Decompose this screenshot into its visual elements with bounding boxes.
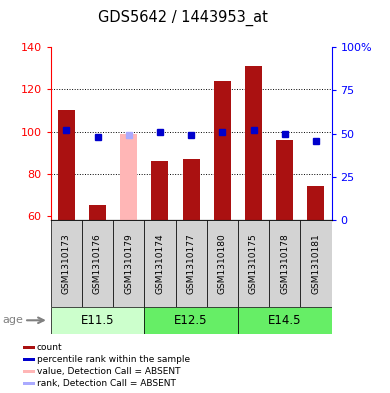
Text: GSM1310175: GSM1310175	[249, 233, 258, 294]
Bar	[176, 220, 207, 307]
Text: GSM1310174: GSM1310174	[155, 233, 165, 294]
Bar	[245, 66, 262, 220]
Text: count: count	[37, 343, 63, 352]
Text: GSM1310179: GSM1310179	[124, 233, 133, 294]
Bar	[23, 370, 35, 373]
Bar	[144, 220, 176, 307]
Text: GDS5642 / 1443953_at: GDS5642 / 1443953_at	[98, 10, 268, 26]
Bar	[214, 81, 231, 220]
Text: GSM1310176: GSM1310176	[93, 233, 102, 294]
Text: rank, Detection Call = ABSENT: rank, Detection Call = ABSENT	[37, 379, 176, 387]
Bar	[307, 186, 324, 220]
Bar	[144, 307, 238, 334]
Text: GSM1310173: GSM1310173	[62, 233, 71, 294]
Bar	[58, 110, 75, 220]
Bar	[238, 307, 332, 334]
Bar	[23, 346, 35, 349]
Bar	[23, 358, 35, 361]
Bar	[51, 307, 144, 334]
Text: E12.5: E12.5	[174, 314, 208, 327]
Bar	[89, 205, 106, 220]
Text: GSM1310181: GSM1310181	[311, 233, 321, 294]
Bar	[300, 220, 332, 307]
Bar	[120, 134, 137, 220]
Bar	[23, 382, 35, 385]
Bar	[183, 159, 200, 220]
Text: GSM1310180: GSM1310180	[218, 233, 227, 294]
Text: percentile rank within the sample: percentile rank within the sample	[37, 355, 190, 364]
Bar	[207, 220, 238, 307]
Bar	[238, 220, 269, 307]
Text: E14.5: E14.5	[268, 314, 301, 327]
Bar	[82, 220, 113, 307]
Text: value, Detection Call = ABSENT: value, Detection Call = ABSENT	[37, 367, 181, 376]
Bar	[269, 220, 300, 307]
Bar	[151, 161, 168, 220]
Text: GSM1310177: GSM1310177	[186, 233, 196, 294]
Text: GSM1310178: GSM1310178	[280, 233, 289, 294]
Bar	[113, 220, 144, 307]
Text: age: age	[2, 315, 23, 325]
Text: E11.5: E11.5	[81, 314, 114, 327]
Bar	[276, 140, 293, 220]
Bar	[51, 220, 82, 307]
